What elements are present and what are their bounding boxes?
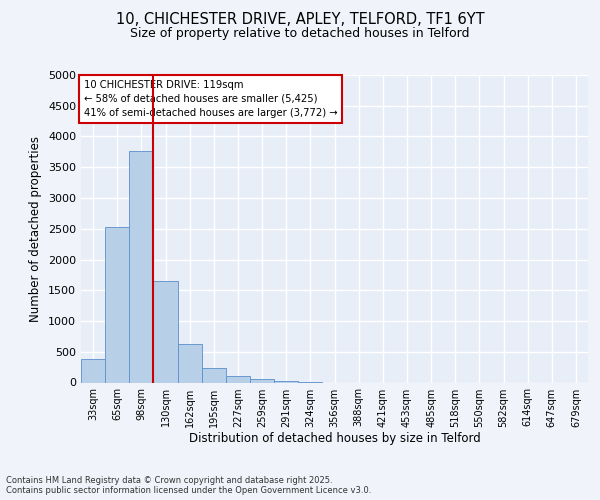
Bar [202, 368, 226, 382]
Bar [129, 152, 154, 382]
Text: 10, CHICHESTER DRIVE, APLEY, TELFORD, TF1 6YT: 10, CHICHESTER DRIVE, APLEY, TELFORD, TF… [116, 12, 484, 28]
Text: 10 CHICHESTER DRIVE: 119sqm
← 58% of detached houses are smaller (5,425)
41% of : 10 CHICHESTER DRIVE: 119sqm ← 58% of det… [83, 80, 337, 118]
Bar [250, 379, 274, 382]
Bar [226, 376, 250, 382]
Bar [274, 380, 298, 382]
Text: Size of property relative to detached houses in Telford: Size of property relative to detached ho… [130, 28, 470, 40]
Bar [81, 358, 105, 382]
Text: Contains HM Land Registry data © Crown copyright and database right 2025.
Contai: Contains HM Land Registry data © Crown c… [6, 476, 371, 495]
Bar [178, 344, 202, 383]
Bar [154, 281, 178, 382]
Y-axis label: Number of detached properties: Number of detached properties [29, 136, 43, 322]
X-axis label: Distribution of detached houses by size in Telford: Distribution of detached houses by size … [188, 432, 481, 446]
Bar [105, 227, 129, 382]
